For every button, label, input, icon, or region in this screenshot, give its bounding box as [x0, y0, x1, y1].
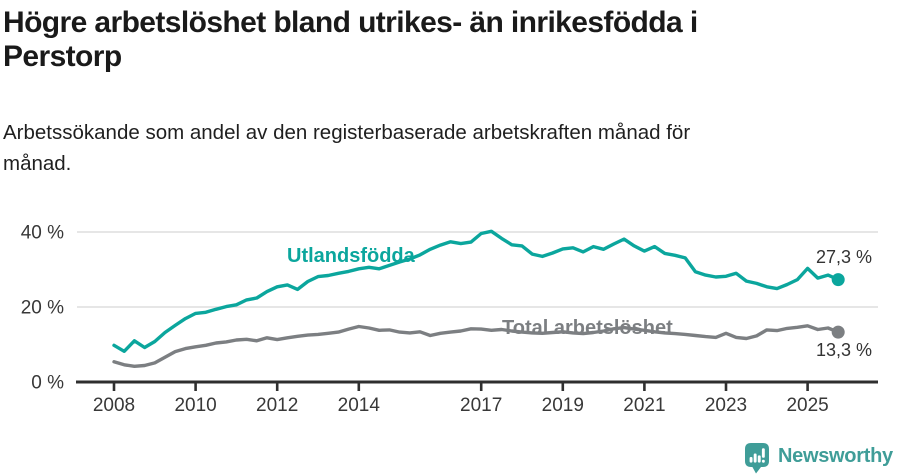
series-label-utlandsfodda: Utlandsfödda [287, 245, 415, 267]
page-title-line2: Perstorp [3, 40, 122, 73]
series-line-0 [112, 229, 840, 353]
bar-chart-speech-bubble-icon [745, 443, 769, 474]
end-value-label-utlandsfodda: 27,3 % [816, 247, 873, 267]
brand-name: Newsworthy [778, 445, 893, 467]
y-tick-label: 0 % [31, 373, 64, 394]
page-title-line1: Högre arbetslöshet bland utrikes- än inr… [3, 6, 698, 39]
series-line-1 [112, 324, 840, 368]
series-end-dot-1 [831, 325, 845, 339]
x-axis-labels: 2008 2010 2012 2014 2017 2019 2021 2023 2025 [93, 395, 829, 416]
newsworthy-logo[interactable]: Newsworthy [744, 442, 893, 474]
y-axis-labels: 0 % 20 % 40 % [21, 223, 64, 394]
series-end-dot-0 [831, 273, 845, 287]
x-tick-label: 2023 [705, 395, 747, 416]
x-tick-label: 2019 [542, 395, 584, 416]
y-tick-label: 20 % [21, 298, 64, 319]
gridlines [77, 231, 878, 308]
series-lines [112, 229, 845, 368]
x-tick-label: 2010 [174, 395, 216, 416]
x-axis [76, 380, 878, 391]
page-subtitle-line2: månad. [3, 152, 72, 175]
x-tick-label: 2008 [93, 395, 135, 416]
x-tick-label: 2014 [338, 395, 381, 416]
y-tick-label: 40 % [21, 223, 64, 244]
end-value-label-total: 13,3 % [816, 340, 873, 360]
x-tick-label: 2025 [786, 395, 828, 416]
x-tick-label: 2012 [256, 395, 298, 416]
x-tick-label: 2021 [623, 395, 665, 416]
page-subtitle-line1: Arbetssökande som andel av den registerb… [3, 121, 691, 144]
x-tick-label: 2017 [460, 395, 502, 416]
page-subtitle: Arbetssökande som andel av den registerb… [3, 117, 863, 179]
series-label-total-arbetsloshet: Total arbetslöshet [502, 317, 673, 339]
page-title: Högre arbetslöshet bland utrikes- än inr… [3, 6, 883, 74]
